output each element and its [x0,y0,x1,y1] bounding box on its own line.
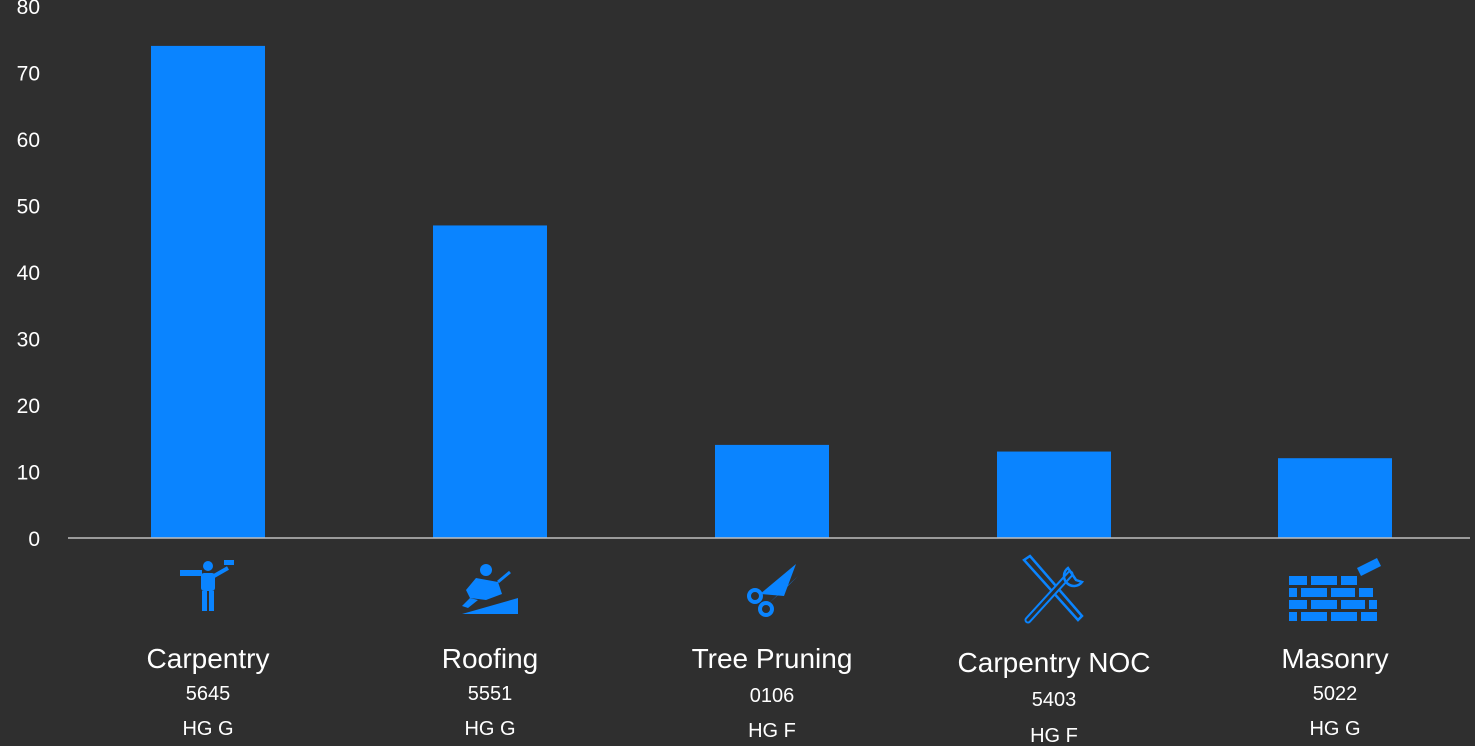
category-group: HG G [182,718,233,740]
bars [151,45,1392,539]
y-tick-label: 0 [28,528,40,551]
y-tick-label: 20 [17,395,40,418]
category-name: Roofing [442,643,539,674]
category-name: Tree Pruning [692,643,853,674]
category-code: 5551 [468,683,513,705]
bar-roofing [433,225,547,538]
brick-wall-icon [1289,558,1381,621]
bar-tree-pruning [715,444,829,538]
y-axis-ticks: 0 10 20 30 40 50 60 70 80 [17,0,40,551]
category-group: HG G [1309,718,1360,740]
category-code: 0106 [750,685,795,707]
category-group: HG G [464,718,515,740]
y-tick-label: 10 [17,462,40,485]
y-tick-label: 30 [17,329,40,352]
roofer-icon [462,564,518,614]
category-name: Carpentry [147,643,270,674]
bar-carpentry-noc [997,451,1111,538]
category-group: HG F [1030,725,1078,746]
category-icons [180,554,1381,624]
category-name: Carpentry NOC [958,647,1151,678]
category-name: Masonry [1281,643,1388,674]
y-tick-label: 80 [17,0,40,19]
bar-carpentry [151,45,265,539]
bar-masonry [1278,458,1392,538]
carpenter-icon [180,560,234,611]
category-labels: Carpentry 5645 HG G Roofing 5551 HG G Tree Pru… [147,643,1389,746]
scissors-icon [747,564,798,617]
tools-icon [1022,554,1085,624]
y-tick-label: 60 [17,129,40,152]
y-tick-label: 70 [17,63,40,86]
category-group: HG F [748,720,796,742]
category-code: 5022 [1313,683,1358,705]
y-tick-label: 40 [17,262,40,285]
category-code: 5645 [186,683,231,705]
y-tick-label: 50 [17,196,40,219]
category-code: 5403 [1032,689,1077,711]
